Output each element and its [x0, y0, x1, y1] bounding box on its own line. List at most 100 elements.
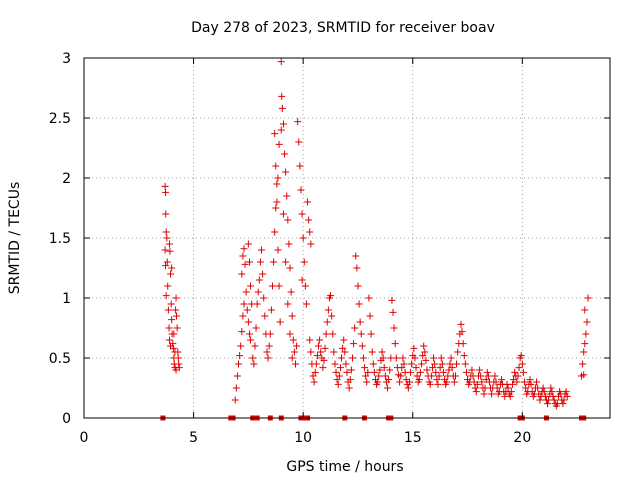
data-point: [290, 348, 298, 356]
data-point: [484, 372, 492, 380]
data-point: [526, 376, 534, 384]
data-point: [443, 378, 451, 386]
data-point: [380, 364, 388, 372]
data-point: [320, 356, 328, 364]
data-point: [331, 360, 339, 368]
data-point: [172, 312, 180, 320]
data-point: [167, 270, 175, 278]
data-point: [284, 300, 292, 308]
data-point: [379, 354, 387, 362]
data-point: [260, 294, 268, 302]
data-point: [287, 288, 295, 296]
data-point: [309, 372, 317, 380]
data-point: [462, 368, 470, 376]
data-point: [283, 192, 291, 200]
data-point: [322, 330, 330, 338]
data-point: [167, 342, 175, 350]
data-point: [162, 262, 170, 270]
data-point: [172, 294, 180, 302]
data-point: [476, 366, 484, 374]
data-point: [581, 340, 589, 348]
data-point: [332, 368, 340, 376]
data-point: [450, 378, 458, 386]
data-point: [507, 388, 515, 396]
data-point: [171, 348, 179, 356]
data-point: [447, 354, 455, 362]
data-point: [273, 198, 281, 206]
data-point: [471, 384, 479, 392]
data-point: [410, 344, 418, 352]
x-tick-label: 10: [294, 430, 312, 446]
data-point: [327, 292, 335, 300]
data-point: [415, 376, 423, 384]
y-tick-labels: 0 0.5 1 1.5 2 2.5 3: [49, 51, 71, 427]
data-point: [378, 348, 386, 356]
data-point: [306, 228, 314, 236]
data-point: [243, 306, 251, 314]
data-point: [365, 294, 373, 302]
data-point: [279, 210, 287, 218]
data-point: [341, 348, 349, 356]
data-point: [504, 384, 512, 392]
data-point: [428, 364, 436, 372]
data-point: [396, 378, 404, 386]
data-point: [278, 104, 286, 112]
data-point: [256, 258, 264, 266]
data-point: [430, 354, 438, 362]
data-point: [168, 264, 176, 272]
data-point: [315, 342, 323, 350]
data-point: [162, 188, 170, 196]
data-point: [539, 384, 547, 392]
data-point: [400, 360, 408, 368]
data-point: [301, 282, 309, 290]
data-point: [420, 342, 428, 350]
data-point: [347, 366, 355, 374]
data-point: [294, 118, 302, 126]
x-tick-label: 20: [513, 430, 531, 446]
data-point: [519, 368, 527, 376]
data-point: [422, 356, 430, 364]
data-point: [438, 360, 446, 368]
data-point: [385, 376, 393, 384]
data-point: [358, 342, 366, 350]
data-point: [366, 312, 374, 320]
data-point: [563, 392, 571, 400]
data-point: [498, 376, 506, 384]
data-point: [274, 246, 282, 254]
data-point: [297, 186, 305, 194]
data-point: [277, 126, 285, 134]
data-point: [247, 336, 255, 344]
data-point: [316, 336, 324, 344]
data-point: [342, 360, 350, 368]
data-point: [472, 388, 480, 396]
data-point: [514, 372, 522, 380]
data-point: [162, 228, 170, 236]
data-point: [376, 366, 384, 374]
data-point: [168, 316, 176, 324]
data-point: [299, 234, 307, 242]
data-point: [432, 368, 440, 376]
data-point: [343, 368, 351, 376]
data-point: [540, 388, 548, 396]
data-point: [272, 204, 280, 212]
data-point: [165, 336, 173, 344]
data-point: [164, 306, 172, 314]
data-point: [446, 360, 454, 368]
data-point: [267, 306, 275, 314]
data-point: [161, 246, 169, 254]
data-point: [408, 360, 416, 368]
data-point: [560, 396, 568, 404]
data-point: [231, 396, 239, 404]
data-point: [448, 364, 456, 372]
data-point: [276, 318, 284, 326]
data-point: [506, 392, 514, 400]
data-point: [491, 372, 499, 380]
x-tick-label: 5: [189, 430, 198, 446]
data-point: [436, 364, 444, 372]
data-point: [311, 368, 319, 376]
data-point: [434, 380, 442, 388]
data-point: [334, 380, 342, 388]
data-point: [241, 260, 249, 268]
data-point: [508, 380, 516, 388]
data-point: [418, 360, 426, 368]
